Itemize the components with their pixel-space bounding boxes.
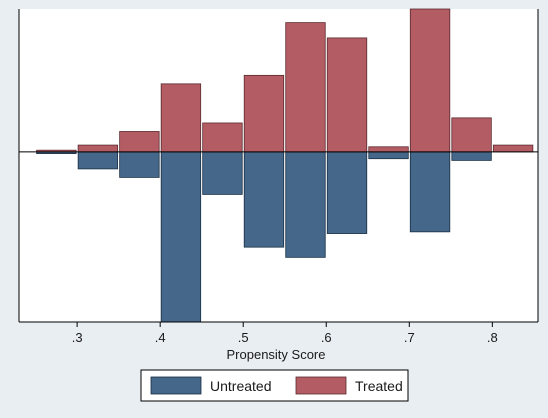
bars-layer <box>36 8 534 323</box>
bar-treated-1 <box>77 144 119 153</box>
legend: Untreated Treated <box>140 369 409 402</box>
x-axis-title: Propensity Score <box>227 347 326 362</box>
legend-label-untreated: Untreated <box>210 378 271 394</box>
bar-untreated-3 <box>160 151 202 323</box>
legend-label-treated: Treated <box>355 378 403 394</box>
bar-untreated-1 <box>77 151 119 170</box>
x-tick-label: .7 <box>404 330 415 345</box>
bar-treated-10 <box>451 117 492 153</box>
bar-treated-8 <box>368 146 409 153</box>
bar-untreated-2 <box>119 151 160 178</box>
bar-treated-5 <box>243 74 285 153</box>
bar-treated-11 <box>492 144 534 153</box>
bar-treated-2 <box>119 131 160 153</box>
x-tick-label: .5 <box>238 330 249 345</box>
x-ticks: .3 .4 .5 .6 .7 .8 <box>72 322 498 345</box>
legend-swatch-treated <box>295 376 347 395</box>
x-tick-label: .4 <box>155 330 166 345</box>
x-tick-label: .8 <box>487 330 498 345</box>
bar-untreated-6 <box>285 151 326 258</box>
legend-swatch-untreated <box>150 376 202 395</box>
bar-treated-9 <box>409 8 451 153</box>
bar-untreated-5 <box>243 151 285 248</box>
bar-treated-7 <box>326 37 368 153</box>
bar-treated-4 <box>202 122 243 153</box>
bar-treated-6 <box>285 22 326 153</box>
bar-untreated-4 <box>202 151 243 195</box>
bar-untreated-10 <box>451 151 492 161</box>
x-tick-label: .3 <box>72 330 83 345</box>
bar-treated-3 <box>160 83 202 153</box>
bar-untreated-8 <box>368 151 409 160</box>
bar-untreated-9 <box>409 151 451 233</box>
x-tick-label: .6 <box>321 330 332 345</box>
bar-untreated-7 <box>326 151 368 234</box>
